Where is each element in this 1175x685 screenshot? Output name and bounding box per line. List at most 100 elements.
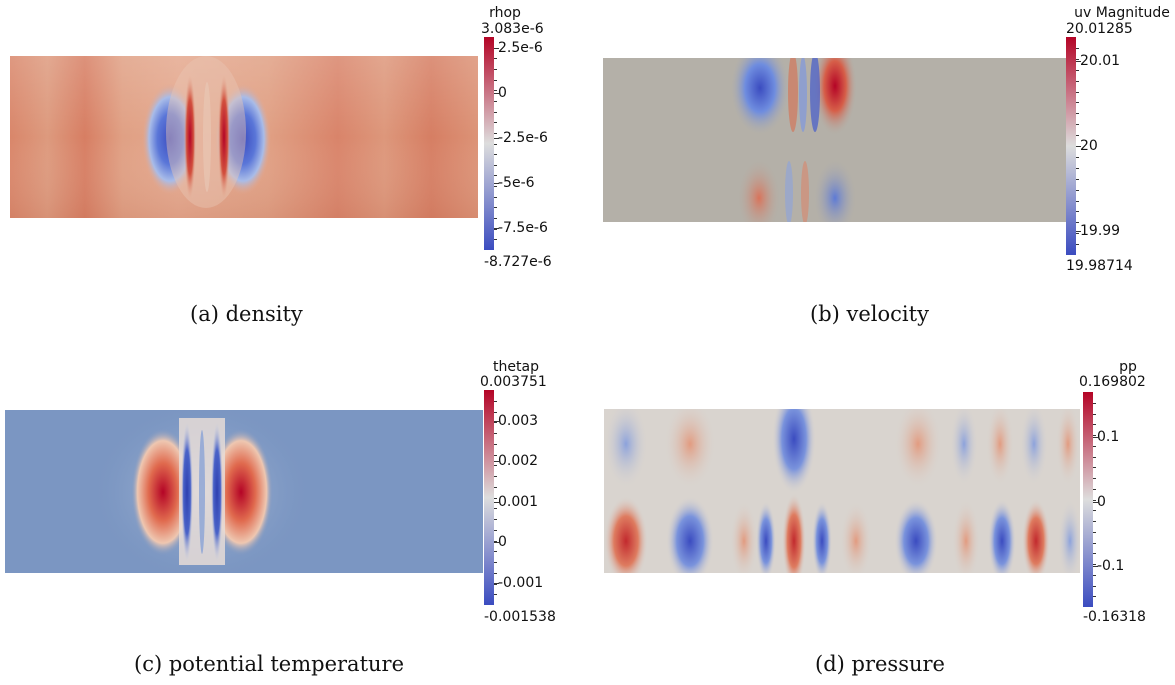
colorbar-minor-tick [1093,424,1096,426]
colorbar-min-label: 19.98714 [1066,258,1133,274]
colorbar-minor-tick [494,476,497,477]
colorbar-minor-tick [494,100,497,102]
colorbar-major-tick [494,47,499,49]
colorbar-minor-tick [494,68,497,70]
colorbar-minor-tick [1076,244,1079,246]
colorbar-gradient [1083,392,1093,607]
colorbar-tick-label: 0 [1097,493,1106,510]
colorbar-minor-tick [1076,69,1079,71]
colorbar-tick-label: 2.5e-6 [498,39,543,56]
colorbar-minor-tick [1093,585,1096,587]
colorbar-minor-tick [1076,211,1079,213]
colorbar-tick-label: 0 [498,84,507,101]
colorbar-minor-tick [1093,478,1096,479]
colorbar-major-tick [1093,437,1098,439]
pressure-colorbar [1083,392,1093,607]
colorbar-tick-label: -0.1 [1097,558,1125,575]
colorbar-minor-tick [1076,167,1079,169]
colorbar-minor-tick [494,239,497,241]
colorbar-major-tick [494,137,499,139]
colorbar-major-tick [1093,501,1098,503]
colorbar-minor-tick [494,111,497,113]
colorbar-minor-tick [494,90,497,92]
colorbar-minor-tick [1076,91,1079,93]
colorbar-minor-tick [1093,435,1096,436]
colorbar-tick-label: 0 [498,534,507,551]
colorbar-max-label: 3.083e-6 [481,21,544,37]
colorbar-minor-tick [1076,222,1079,224]
colorbar-tick-label: 0.1 [1097,429,1120,446]
colorbar-minor-tick [1093,467,1096,469]
colorbar-minor-tick [1093,445,1096,447]
colorbar-minor-tick [494,508,497,510]
colorbar-tick-label: -5e-6 [498,174,535,191]
colorbar-gradient [484,390,494,605]
colorbar-minor-tick [494,228,497,230]
colorbar-minor-tick [1093,488,1096,490]
density-colorbar [484,37,494,250]
velocity-field [603,58,1069,222]
colorbar-title: thetap [493,359,539,375]
colorbar-minor-tick [494,164,497,166]
colorbar-minor-tick [494,207,497,209]
colorbar-max-label: 20.01285 [1066,21,1133,37]
colorbar-minor-tick [1076,200,1079,202]
colorbar-major-tick [494,542,499,544]
colorbar-minor-tick [1093,542,1096,544]
colorbar-minor-tick [494,196,497,198]
velocity-colorbar [1066,37,1076,255]
colorbar-minor-tick [494,519,497,520]
colorbar-tick-label: 0.003 [498,412,539,429]
colorbar-minor-tick [494,143,497,145]
colorbar-minor-tick [494,497,497,499]
colorbar-minor-tick [494,540,497,542]
colorbar-minor-tick [494,175,497,177]
colorbar-minor-tick [1093,413,1096,415]
colorbar-max-label: 0.003751 [480,374,547,390]
colorbar-tick-label: 19.99 [1080,222,1121,239]
colorbar-minor-tick [1093,574,1096,576]
potential-temperature-colorbar [484,390,494,605]
colorbar-tick-label: 0.001 [498,493,539,510]
colorbar-minor-tick [1093,499,1096,501]
caption-potential-temperature: (c) potential temperature [134,652,405,676]
colorbar-minor-tick [494,79,497,81]
colorbar-title: rhop [489,5,521,21]
colorbar-minor-tick [1076,189,1079,191]
colorbar-minor-tick [1093,521,1096,522]
colorbar-major-tick [1076,61,1081,63]
colorbar-minor-tick [494,58,497,60]
colorbar-min-label: -0.16318 [1083,609,1146,625]
colorbar-minor-tick [1076,156,1079,158]
colorbar-minor-tick [1076,178,1079,180]
colorbar-major-tick [494,583,499,585]
colorbar-minor-tick [494,433,497,434]
density-field [10,56,478,218]
colorbar-minor-tick [494,132,497,134]
potential-temperature-field [5,410,483,573]
colorbar-title: uv Magnitude [1074,5,1170,21]
colorbar-major-tick [494,227,499,229]
colorbar-minor-tick [494,562,497,563]
colorbar-tick-label: 0.002 [498,453,539,470]
colorbar-minor-tick [1076,58,1079,60]
colorbar-minor-tick [1093,402,1096,404]
pressure-field [604,409,1080,573]
colorbar-min-label: -8.727e-6 [484,254,552,270]
colorbar-minor-tick [494,572,497,574]
colorbar-minor-tick [1076,47,1079,49]
colorbar-minor-tick [494,465,497,467]
colorbar-tick-label: -7.5e-6 [498,219,548,236]
colorbar-tick-label: 20.01 [1080,53,1121,70]
colorbar-minor-tick [494,454,497,456]
colorbar-minor-tick [494,154,497,156]
colorbar-minor-tick [1076,113,1079,115]
colorbar-minor-tick [1093,531,1096,533]
colorbar-major-tick [1093,566,1098,568]
colorbar-minor-tick [494,486,497,488]
colorbar-tick-label: 20 [1080,137,1098,154]
colorbar-gradient [1066,37,1076,255]
colorbar-minor-tick [494,594,497,596]
colorbar-major-tick [494,182,499,184]
caption-velocity: (b) velocity [810,302,929,326]
